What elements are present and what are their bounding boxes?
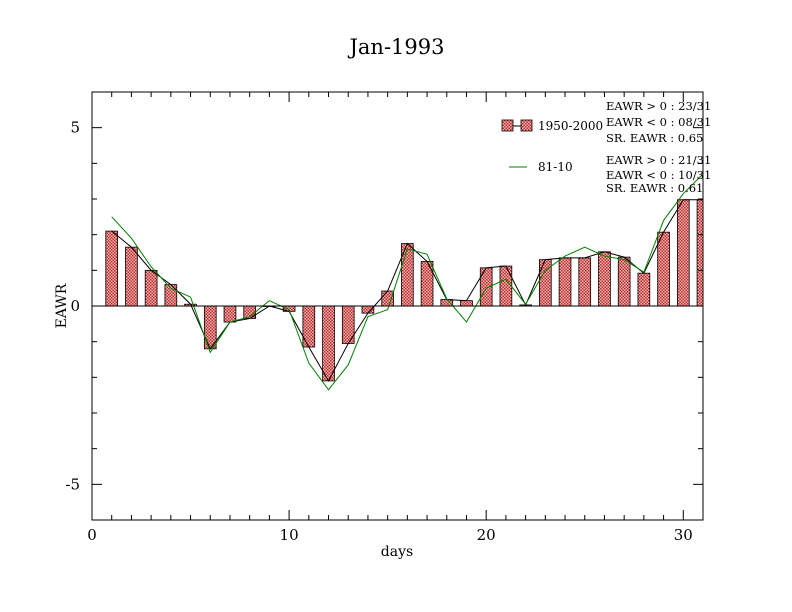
x-tick-label-10: 10 (280, 526, 299, 544)
stat-1950-negative: EAWR < 0 : 08/31 (606, 115, 711, 129)
bar-day-31 (696, 199, 704, 307)
bar-day-14 (361, 305, 375, 314)
legend: 1950-2000 81-10 (501, 119, 603, 174)
bar-day-3 (144, 269, 158, 307)
axes-layer: 0 10 20 30 -5 0 5 (65, 91, 704, 544)
bar-day-28 (637, 272, 651, 307)
bar-day-26 (598, 251, 611, 307)
x-tick-label-20: 20 (477, 526, 496, 544)
bar-day-1 (105, 230, 119, 307)
bar-day-12 (322, 305, 335, 382)
bar-day-24 (558, 257, 572, 307)
stat-8110-positive: EAWR > 0 : 21/31 (606, 153, 711, 167)
bar-day-30 (676, 199, 690, 307)
bar-day-19 (460, 300, 473, 307)
bar-day-25 (578, 257, 592, 307)
legend-bar-swatch-left (501, 119, 514, 132)
lines-layer (111, 173, 704, 391)
y-tick-label-0: 0 (70, 297, 80, 315)
legend-bar-swatch-right (520, 119, 533, 132)
bar-day-15 (381, 290, 394, 307)
y-axis-label: EAWR (54, 283, 70, 328)
bar-day-17 (420, 261, 434, 307)
bar-day-7 (223, 305, 237, 323)
series-line-81-10 (111, 173, 704, 391)
bar-day-18 (440, 299, 454, 307)
legend-bar-label: 1950-2000 (538, 119, 603, 133)
y-tick-label--5: -5 (65, 475, 80, 493)
legend-line-label: 81-10 (538, 160, 573, 174)
chart-title: Jan-1993 (347, 35, 444, 59)
bar-day-20 (479, 267, 493, 307)
stat-8110-sr: SR. EAWR : 0.61 (606, 181, 703, 195)
bar-day-11 (302, 305, 316, 348)
stat-8110-negative: EAWR < 0 : 10/31 (606, 168, 711, 182)
bar-day-2 (125, 246, 138, 307)
x-tick-label-0: 0 (87, 526, 97, 544)
bar-day-27 (617, 256, 631, 307)
bars-layer (105, 199, 704, 382)
stat-1950-positive: EAWR > 0 : 23/31 (606, 99, 711, 113)
x-axis-label: days (381, 544, 413, 560)
x-tick-label-30: 30 (674, 526, 693, 544)
stat-1950-sr: SR. EAWR : 0.65 (606, 131, 703, 145)
bar-day-29 (657, 231, 670, 307)
bar-day-23 (539, 259, 552, 307)
y-tick-label-5: 5 (70, 119, 80, 137)
stats-block: EAWR > 0 : 23/31 EAWR < 0 : 08/31 SR. EA… (606, 99, 711, 195)
mean-line (111, 199, 703, 382)
bar-day-21 (499, 265, 513, 307)
